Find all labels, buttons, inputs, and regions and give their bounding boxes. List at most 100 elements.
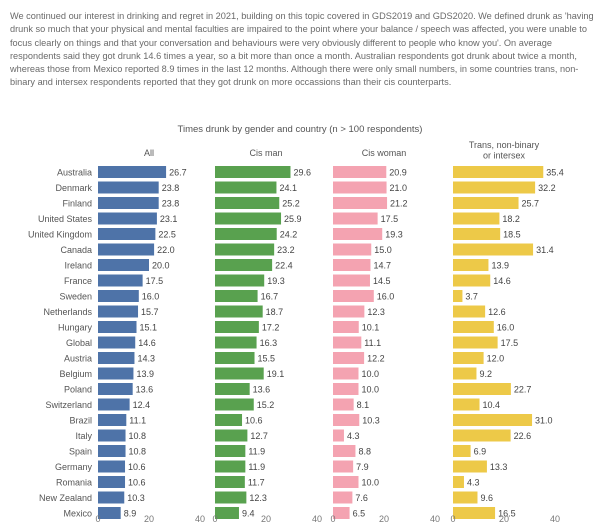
bar <box>333 305 365 318</box>
value-label: 17.5 <box>381 214 399 224</box>
bar <box>215 243 275 256</box>
value-label: 10.4 <box>483 400 501 410</box>
series-label: Cis man <box>249 148 282 158</box>
bar <box>98 476 126 488</box>
value-label: 10.6 <box>128 462 146 472</box>
bar <box>98 197 159 209</box>
bar <box>453 414 533 426</box>
value-label: 3.7 <box>465 291 478 301</box>
value-label: 4.3 <box>347 431 360 441</box>
value-label: 15.1 <box>140 322 158 332</box>
category-label: Romania <box>56 477 92 487</box>
value-label: 18.5 <box>503 229 521 239</box>
value-label: 10.8 <box>129 446 147 456</box>
value-label: 14.6 <box>493 276 511 286</box>
value-label: 17.2 <box>262 322 280 332</box>
bar <box>333 383 359 395</box>
bar <box>215 305 263 318</box>
bar <box>453 491 478 504</box>
category-label: New Zealand <box>39 493 92 503</box>
bar <box>98 259 149 271</box>
value-label: 22.7 <box>514 384 532 394</box>
chart-panels: All 26.7 23.8 23.8 23.1 22.5 22.0 20.0 17.5 16.0 1… <box>95 140 563 524</box>
value-label: 16.0 <box>142 291 160 301</box>
category-label: Belgium <box>59 369 92 379</box>
tick-label: 40 <box>550 514 560 524</box>
bar <box>453 429 511 442</box>
value-label: 17.5 <box>501 338 519 348</box>
bar <box>453 259 489 271</box>
value-label: 8.9 <box>124 508 137 518</box>
bar <box>333 367 359 380</box>
value-label: 24.1 <box>279 183 297 193</box>
tick-label: 0 <box>95 514 100 524</box>
category-label: United Kingdom <box>28 229 92 239</box>
bar <box>98 414 127 426</box>
bar <box>333 336 362 349</box>
bar <box>215 414 243 426</box>
value-label: 14.6 <box>138 338 156 348</box>
bar <box>333 290 374 302</box>
value-label: 20.9 <box>389 167 407 177</box>
category-label: Australia <box>57 167 92 177</box>
value-label: 23.8 <box>162 198 180 208</box>
bar <box>333 181 387 194</box>
value-label: 16.7 <box>261 291 279 301</box>
value-label: 12.2 <box>367 353 385 363</box>
bar <box>333 476 359 488</box>
category-label: Brazil <box>69 415 92 425</box>
bar <box>98 181 159 194</box>
category-label: Netherlands <box>43 307 92 317</box>
value-label: 24.2 <box>280 229 298 239</box>
value-label: 10.0 <box>362 369 380 379</box>
bar <box>215 429 248 442</box>
bar <box>215 321 259 333</box>
bar <box>453 352 484 364</box>
bar <box>98 352 135 364</box>
bar <box>215 398 254 411</box>
category-label: Sweden <box>59 291 92 301</box>
bar <box>453 290 463 302</box>
value-label: 15.0 <box>374 245 392 255</box>
value-label: 6.9 <box>474 446 487 456</box>
panel-3: Trans, non-binary or intersex 35.4 32.2 25.7… <box>450 140 563 524</box>
value-label: 20.0 <box>152 260 170 270</box>
bar <box>333 259 371 271</box>
value-label: 16.0 <box>497 322 515 332</box>
chart-title: Times drunk by gender and country (n > 1… <box>178 124 423 135</box>
value-label: 10.3 <box>362 415 380 425</box>
bar <box>333 243 372 256</box>
category-label: France <box>64 276 92 286</box>
value-label: 4.3 <box>467 477 480 487</box>
value-label: 10.0 <box>362 384 380 394</box>
bar <box>215 507 239 519</box>
bar <box>98 383 133 395</box>
value-label: 11.7 <box>248 477 265 487</box>
bar <box>453 243 534 256</box>
value-label: 22.4 <box>275 260 293 270</box>
value-label: 23.1 <box>160 214 178 224</box>
bar <box>215 476 245 488</box>
value-label: 21.0 <box>390 183 408 193</box>
bar <box>215 181 277 194</box>
bar <box>333 212 378 225</box>
bar <box>453 460 487 473</box>
bar <box>98 367 134 380</box>
value-label: 6.5 <box>353 508 366 518</box>
bar <box>333 491 353 504</box>
bar <box>333 460 354 473</box>
value-label: 13.9 <box>136 369 154 379</box>
value-label: 11.9 <box>248 446 265 456</box>
bar <box>453 367 477 380</box>
bar <box>215 228 277 240</box>
category-label: Global <box>66 338 92 348</box>
value-label: 18.2 <box>502 214 520 224</box>
bar <box>453 336 498 349</box>
bar <box>215 197 280 209</box>
bar <box>215 491 247 504</box>
bar <box>215 259 273 271</box>
value-label: 14.5 <box>373 276 391 286</box>
value-label: 13.6 <box>253 384 271 394</box>
bar <box>98 228 156 240</box>
bar <box>453 507 496 519</box>
